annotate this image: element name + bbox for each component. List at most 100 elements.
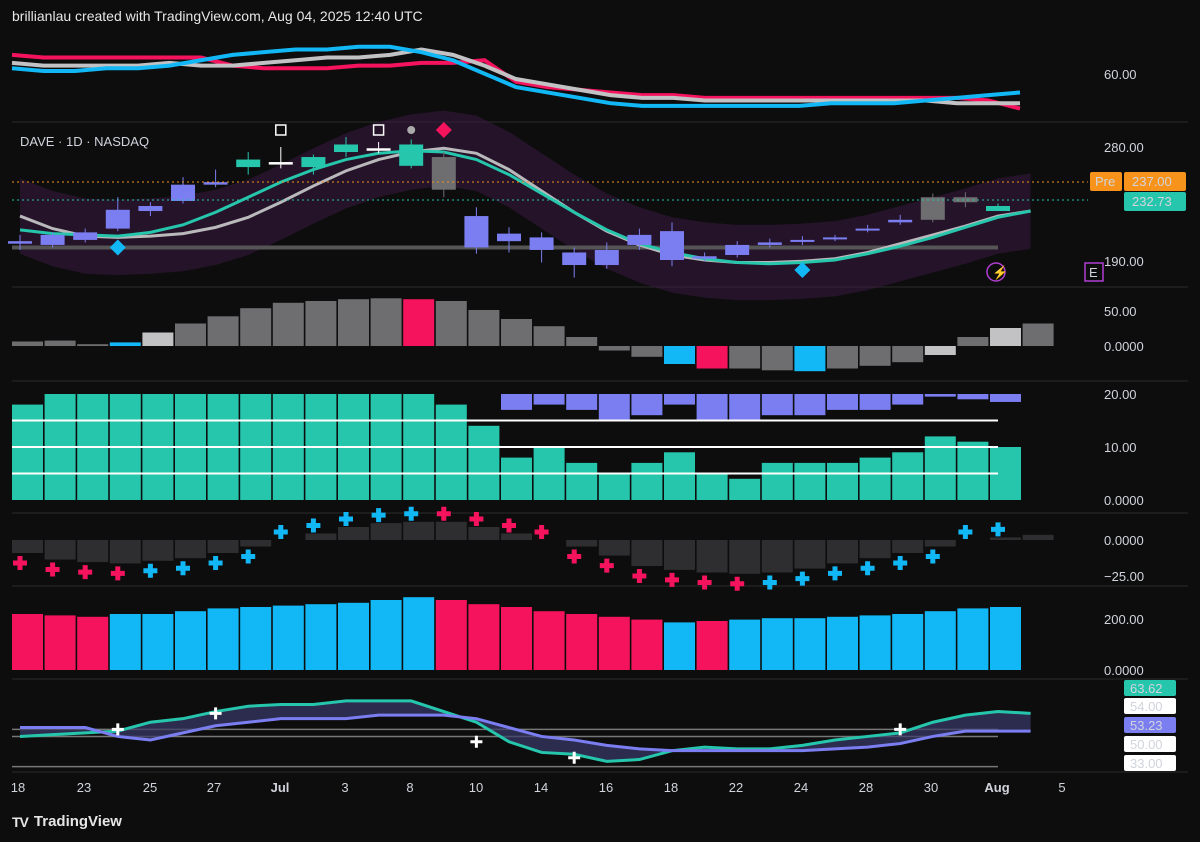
value-badge (1124, 717, 1176, 733)
histogram-bar (109, 342, 141, 346)
momentum-bar (240, 540, 272, 547)
x-tick-label: 16 (599, 780, 613, 795)
histogram-bar (12, 404, 43, 500)
candle-body (627, 234, 652, 245)
candle-body (268, 162, 293, 165)
brand: TV TradingView (12, 813, 122, 830)
histogram-bar (240, 308, 272, 346)
x-tick-label: 18 (664, 780, 678, 795)
plus-marker-icon (110, 566, 125, 581)
candle-body (301, 157, 326, 168)
histogram-top-bar (533, 394, 565, 405)
histogram-bar (631, 462, 663, 500)
histogram-bar (892, 452, 924, 500)
plus-marker-icon (502, 518, 516, 533)
histogram-bar (44, 340, 76, 346)
plus-marker-icon (371, 508, 386, 523)
value-badge (1124, 698, 1176, 714)
last-price: 232.73 (1132, 194, 1172, 209)
candle-body (105, 209, 130, 229)
x-tick-label: 5 (1058, 780, 1065, 795)
y-tick-label: 50.00 (1104, 304, 1137, 319)
cross-marker-icon (209, 707, 222, 720)
candle-body (236, 159, 261, 168)
histogram-bar (338, 299, 369, 346)
volume-bar (435, 600, 467, 670)
momentum-bar (859, 540, 891, 559)
x-tick-label: 25 (143, 780, 157, 795)
cross-marker-icon (894, 723, 907, 736)
histogram-bar (435, 301, 467, 346)
candle-body (203, 182, 228, 185)
candle-body (823, 237, 847, 240)
plus-marker-icon (45, 562, 60, 577)
y-tick-label: 0.0000 (1104, 493, 1144, 508)
candle-body (888, 219, 913, 223)
volume-bar (664, 622, 695, 670)
plus-marker-icon (208, 556, 223, 570)
volume-bar (533, 611, 565, 670)
histogram-bar (598, 473, 630, 500)
plus-marker-icon (599, 558, 614, 573)
histogram-bar (175, 323, 206, 346)
volume-bar (175, 611, 206, 670)
histogram-bar (468, 425, 500, 500)
histogram-bar (729, 346, 761, 369)
histogram-bar (12, 341, 43, 346)
y-tick-label: 60.00 (1104, 67, 1137, 82)
moving-average-line (19, 149, 1031, 266)
histogram-bar (501, 319, 532, 346)
histogram-bar (435, 404, 467, 500)
momentum-bar (305, 533, 337, 540)
y-tick-label: 190.00 (1104, 254, 1144, 269)
plus-marker-icon (567, 549, 582, 564)
volume-bar (44, 615, 76, 670)
candle-body (138, 206, 163, 212)
candle-body (431, 157, 456, 190)
volume-bar (207, 608, 239, 670)
volume-bar (468, 604, 500, 670)
value-badge (1124, 680, 1176, 696)
histogram-bar (403, 299, 435, 346)
x-tick-label: 24 (794, 780, 808, 795)
x-tick-label: 27 (207, 780, 221, 795)
histogram-bar (501, 457, 532, 500)
x-tick-label: 18 (11, 780, 25, 795)
histogram-bar (664, 346, 695, 364)
histogram-top-bar (729, 394, 761, 421)
momentum-bar (696, 540, 728, 573)
histogram-top-bar (664, 394, 695, 405)
histogram-bar (598, 346, 630, 351)
volume-bar (859, 615, 891, 670)
momentum-bar (370, 523, 402, 540)
x-tick-label: 14 (534, 780, 548, 795)
candle-body (757, 242, 782, 245)
value-badge-label: 50.00 (1130, 737, 1163, 752)
momentum-bar (794, 540, 826, 569)
momentum-bar (77, 540, 109, 563)
volume-bar (240, 607, 272, 670)
histogram-top-bar (924, 394, 956, 397)
x-tick-label: 22 (729, 780, 743, 795)
plus-marker-icon (436, 506, 451, 521)
histogram-bar (305, 301, 337, 346)
volume-bar (631, 619, 663, 670)
plus-marker-icon (339, 512, 353, 526)
y-tick-label: 280.00 (1104, 140, 1144, 155)
pre-badge (1090, 172, 1122, 191)
lightning-icon (986, 262, 1006, 282)
candle-body (790, 239, 815, 242)
momentum-bar (1022, 534, 1054, 540)
volume-bar (957, 608, 989, 670)
histogram-bar (664, 452, 695, 500)
volume-bar (370, 600, 402, 670)
oscillator-line (19, 699, 1031, 763)
plus-marker-icon (665, 572, 679, 587)
histogram-bar (696, 473, 728, 500)
histogram-bar (827, 462, 858, 500)
value-badge (1124, 755, 1176, 771)
histogram-bar (827, 346, 858, 369)
volume-bar (338, 602, 369, 670)
y-tick-label: −25.00 (1104, 569, 1144, 584)
